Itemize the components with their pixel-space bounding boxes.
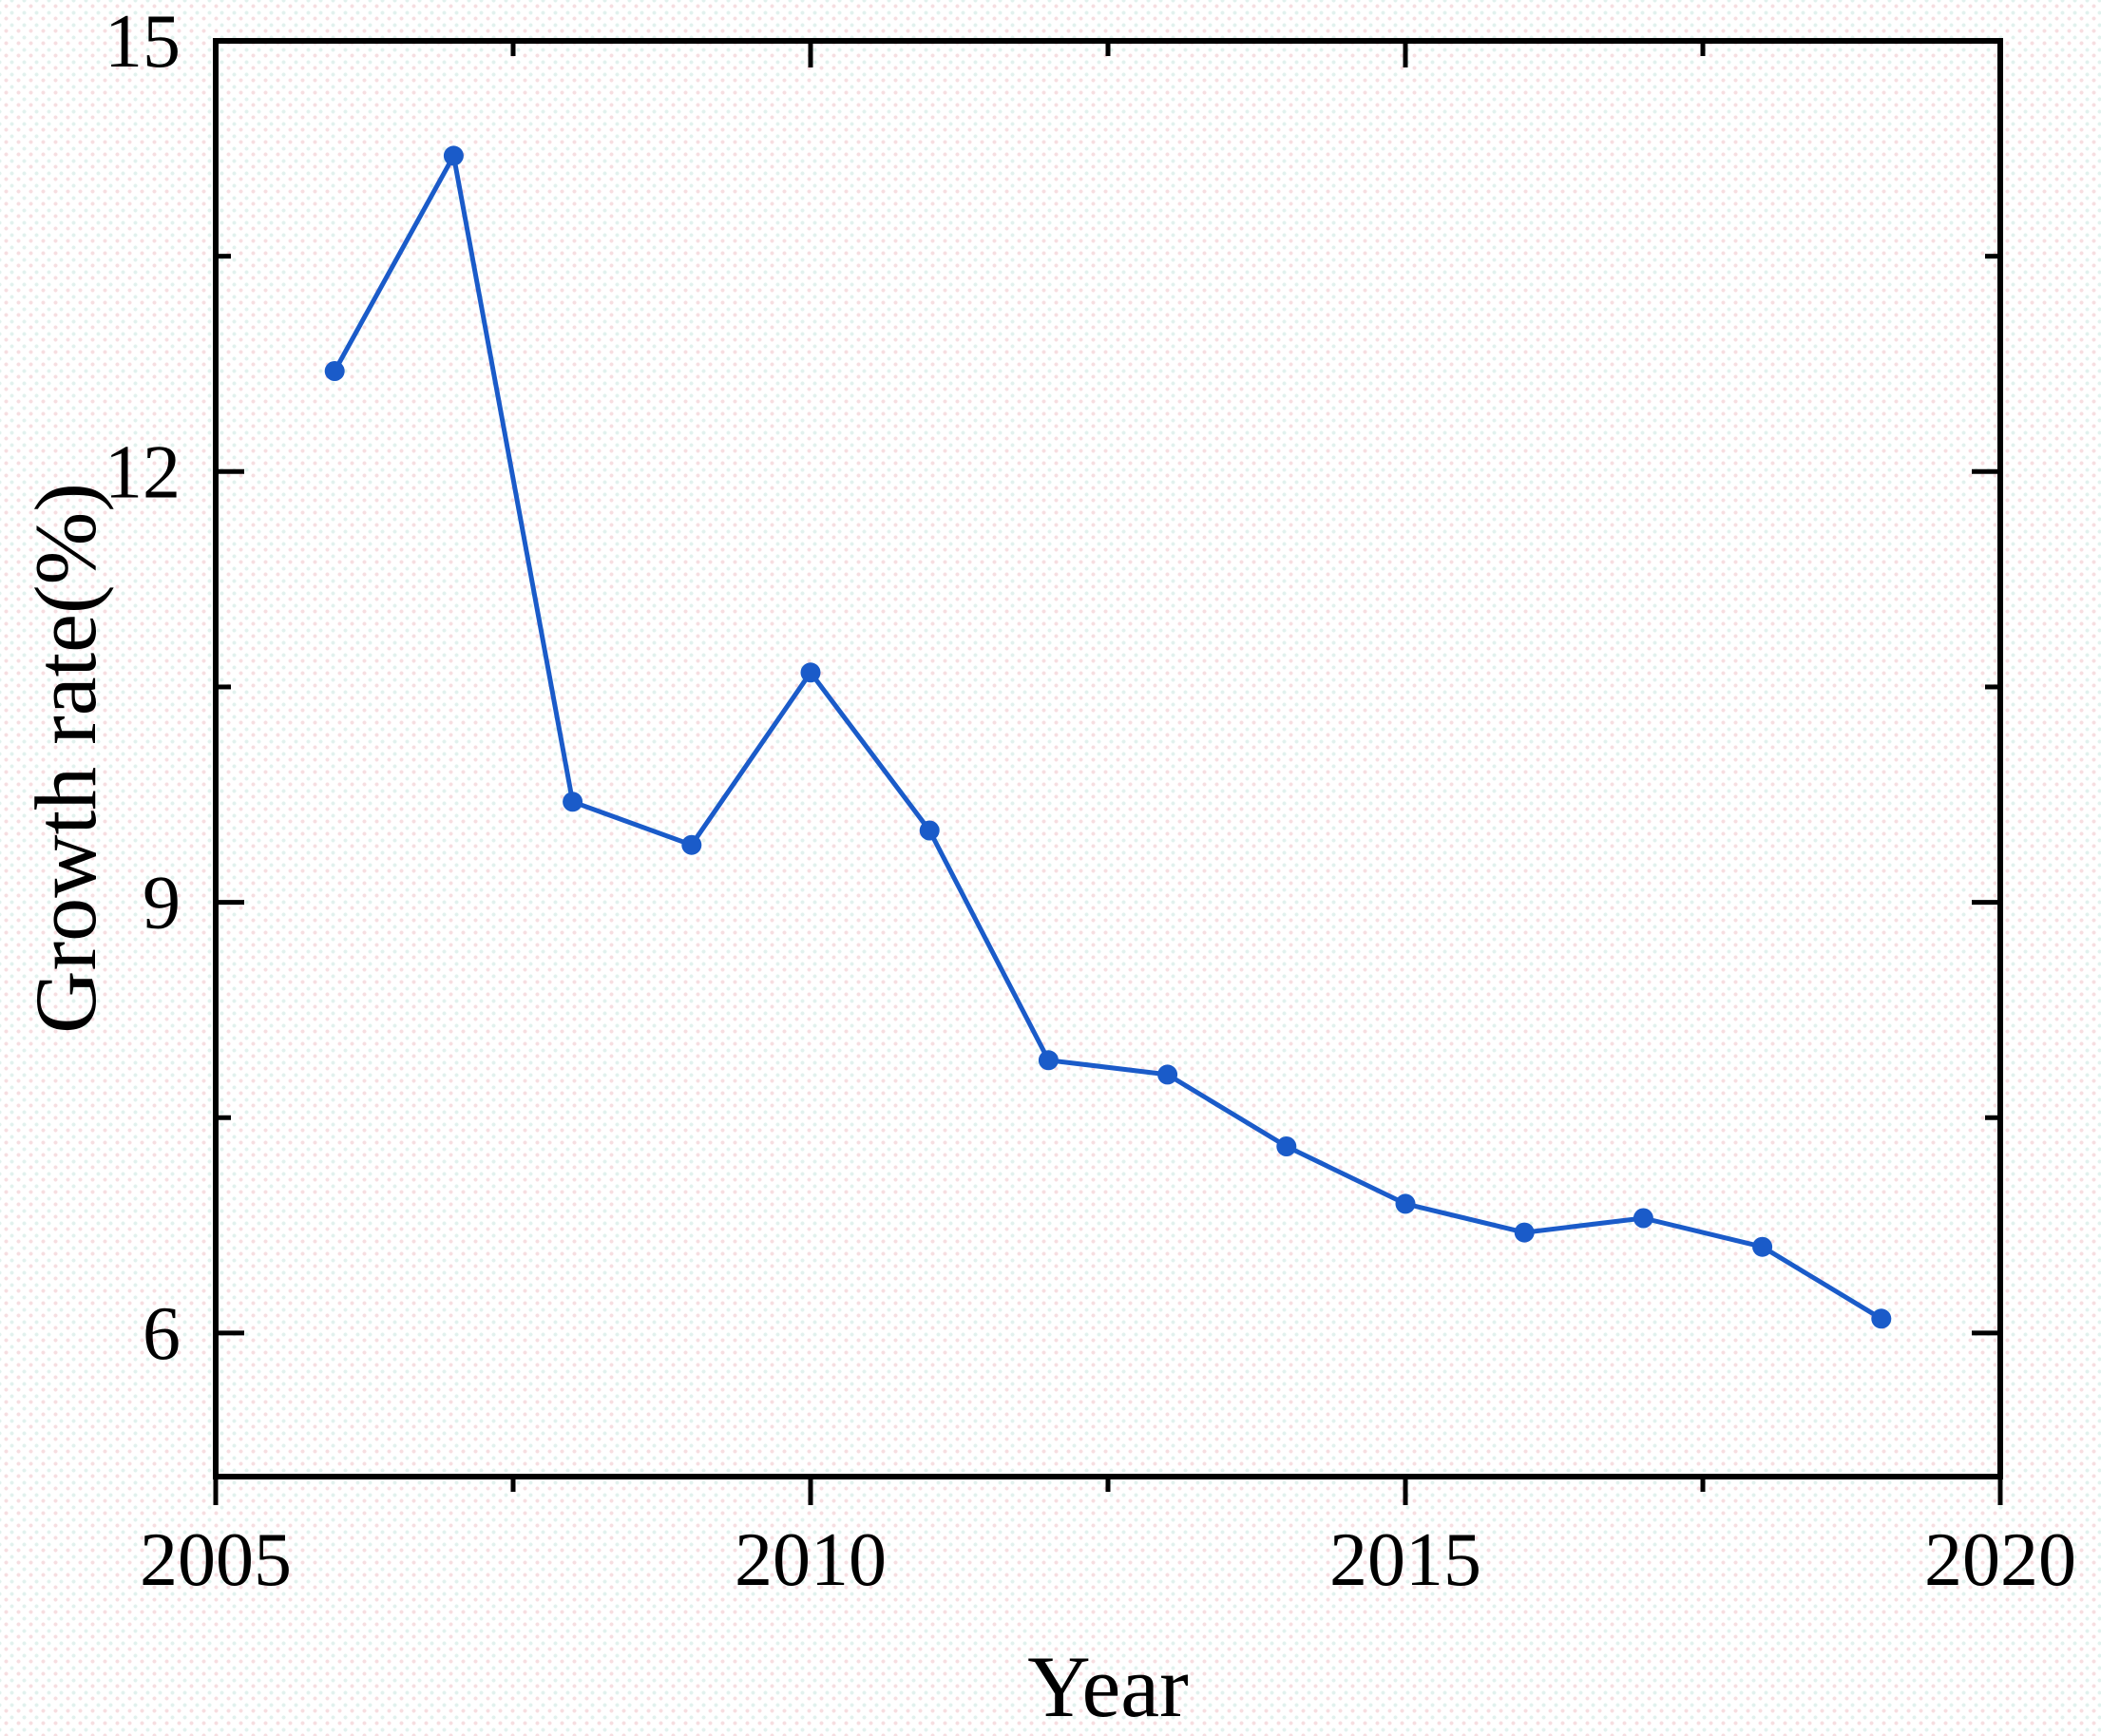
data-line: [332, 153, 1884, 1322]
data-point-marker: [563, 792, 583, 812]
data-point-marker: [1514, 1222, 1535, 1243]
y-axis-left-ticks: [216, 38, 244, 1336]
data-point-marker: [800, 662, 821, 683]
x-tick-label: 2020: [1924, 1518, 2076, 1602]
data-markers: [324, 145, 1892, 1329]
data-point-marker: [443, 145, 464, 166]
data-point-marker: [1276, 1136, 1297, 1156]
x-tick-label: 2015: [1329, 1518, 1481, 1602]
x-axis-tick-labels: 2005 2010 2015 2020: [140, 1518, 2076, 1602]
data-point-marker: [1157, 1064, 1178, 1085]
data-point-marker: [1395, 1193, 1416, 1214]
data-point-marker: [324, 361, 345, 381]
y-axis-tick-labels: 6 9 12 15: [105, 0, 181, 1376]
data-point-marker: [1752, 1236, 1773, 1257]
x-axis-title: Year: [1027, 1638, 1189, 1735]
data-point-marker: [681, 834, 702, 855]
y-tick-label: 12: [105, 430, 181, 514]
y-tick-label: 15: [105, 0, 181, 84]
data-point-marker: [1038, 1050, 1059, 1071]
x-tick-label: 2010: [735, 1518, 887, 1602]
plot-frame: [213, 38, 2003, 1479]
y-axis-right-ticks: [1972, 38, 2000, 1336]
data-series-growth-rate: [324, 145, 1892, 1329]
data-point-marker: [919, 820, 940, 841]
data-point-marker: [1633, 1208, 1653, 1229]
y-axis-title: Growth rate(%): [17, 483, 114, 1034]
y-tick-label: 9: [143, 862, 181, 945]
y-tick-label: 6: [143, 1292, 181, 1376]
x-axis-top-ticks: [213, 41, 2003, 67]
data-point-marker: [1871, 1308, 1892, 1329]
x-tick-label: 2005: [140, 1518, 292, 1602]
x-axis-bottom-ticks: [213, 1477, 2003, 1505]
